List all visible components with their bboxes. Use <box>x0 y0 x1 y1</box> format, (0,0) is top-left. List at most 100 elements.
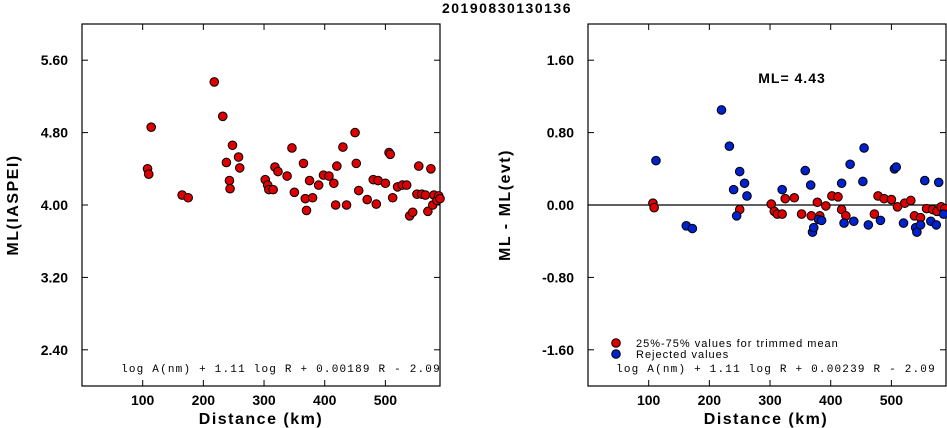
right-point-blue <box>863 220 874 230</box>
left-point-red <box>209 77 220 87</box>
legend-accepted-label: 25%-75% values for trimmed mean <box>636 338 839 350</box>
left-point-red <box>353 185 364 196</box>
right-point-blue <box>808 222 819 233</box>
right-point-blue <box>687 223 698 234</box>
right-point-blue <box>891 162 902 172</box>
left-point-red <box>289 187 300 198</box>
right-point-blue <box>875 215 886 226</box>
left-point-red <box>233 152 244 162</box>
left-xtick-label: 500 <box>374 392 398 408</box>
left-point-red <box>143 169 154 180</box>
right-xtick-label: 400 <box>819 392 843 408</box>
right-point-blue <box>728 184 739 195</box>
left-ytick-label: 5.60 <box>41 52 68 68</box>
left-point-red <box>301 205 312 216</box>
right-point-blue <box>845 159 855 170</box>
left-xtick-label: 400 <box>313 392 337 408</box>
left-point-red <box>351 158 362 169</box>
left-point-red <box>221 157 232 168</box>
left-xtick-label: 300 <box>252 392 276 408</box>
right-point-blue <box>915 220 926 230</box>
right-point-blue <box>731 211 742 221</box>
right-point-red <box>777 209 787 219</box>
right-xtick-label: 100 <box>637 392 661 408</box>
left-formula: log A(nm) + 1.11 log R + 0.00189 R - 2.0… <box>121 364 441 376</box>
right-formula: log A(nm) + 1.11 log R + 0.00239 R - 2.0… <box>616 364 936 376</box>
left-point-red <box>350 127 360 138</box>
figure-title: 20190830130136 <box>442 0 572 16</box>
right-ytick-label: 1.60 <box>547 52 574 68</box>
right-point-blue <box>739 178 750 189</box>
right-yaxis-label: ML - ML(evt) <box>497 149 514 261</box>
right-point-blue <box>933 177 944 188</box>
left-point-red <box>146 122 156 132</box>
right-data-points <box>648 105 947 237</box>
right-point-blue <box>805 180 816 190</box>
right-axis-ticks: 100 200 300 400 500 -1.60 -0.80 0.00 0.80 1.60 <box>542 24 946 408</box>
left-point-red <box>313 180 324 190</box>
ml-iaspei-panel: 100 200 300 400 500 2.40 3.20 4.00 4.80 5.60 log … <box>5 23 445 428</box>
left-point-red <box>423 206 433 217</box>
left-point-red <box>329 178 339 189</box>
left-axis-ticks: 100 200 300 400 500 2.40 3.20 4.00 4.80 5.60 <box>41 24 440 408</box>
left-point-red <box>183 192 193 203</box>
left-xaxis-label: Distance (km) <box>199 411 323 428</box>
right-ytick-label: -1.60 <box>542 342 574 358</box>
left-ytick-label: 4.80 <box>41 125 68 141</box>
left-point-red <box>268 184 278 195</box>
left-point-red <box>282 171 292 181</box>
ml-residual-panel: 100 200 300 400 500 -1.60 -0.80 0.00 0.80 1.60 ML… <box>497 23 947 428</box>
left-point-red <box>234 163 245 173</box>
left-point-red <box>407 207 418 218</box>
right-ytick-label: 0.80 <box>547 125 574 141</box>
right-point-blue <box>839 218 849 228</box>
left-ytick-label: 2.40 <box>41 342 68 358</box>
left-data-points <box>142 77 445 221</box>
left-point-red <box>401 180 412 190</box>
left-point-red <box>324 171 334 181</box>
ml-value-label: ML= 4.43 <box>758 70 826 86</box>
left-point-red <box>371 199 382 209</box>
right-point-blue <box>724 141 735 151</box>
right-point-blue <box>734 166 745 177</box>
right-point-blue <box>848 216 859 227</box>
right-point-blue <box>938 209 947 219</box>
legend-rejected-label: Rejected values <box>636 349 729 361</box>
right-point-red <box>821 201 831 211</box>
right-point-red <box>886 194 897 205</box>
left-point-red <box>224 175 235 186</box>
right-point-blue <box>716 105 727 115</box>
right-xtick-label: 500 <box>880 392 904 408</box>
right-xaxis-label: Distance (km) <box>704 411 828 428</box>
left-point-red <box>332 161 342 171</box>
left-point-red <box>330 200 341 210</box>
left-ytick-label: 4.00 <box>41 197 68 213</box>
right-point-blue <box>836 178 847 189</box>
right-point-red <box>869 209 880 219</box>
left-xtick-label: 100 <box>131 392 155 408</box>
right-point-red <box>906 195 916 206</box>
left-point-red <box>413 161 424 171</box>
right-point-blue <box>651 155 661 166</box>
right-point-red <box>780 193 791 204</box>
left-point-red <box>420 190 431 200</box>
legend-marker-rejected <box>611 349 621 359</box>
left-point-red <box>273 166 283 177</box>
right-point-red <box>789 192 800 203</box>
right-ytick-label: -0.80 <box>542 269 574 285</box>
left-point-red <box>435 193 445 204</box>
legend: 25%-75% values for trimmed mean Rejected… <box>611 338 839 361</box>
right-point-blue <box>742 191 752 201</box>
left-point-red <box>362 194 372 205</box>
left-point-red <box>341 200 352 210</box>
right-point-blue <box>931 220 942 230</box>
right-ytick-label: 0.00 <box>547 197 574 213</box>
right-point-blue <box>919 175 930 186</box>
left-point-red <box>380 178 391 189</box>
right-point-blue <box>777 184 787 195</box>
left-ytick-label: 3.20 <box>41 269 68 285</box>
left-point-red <box>307 192 318 203</box>
right-xtick-label: 200 <box>698 392 722 408</box>
legend-marker-accepted <box>611 338 621 348</box>
